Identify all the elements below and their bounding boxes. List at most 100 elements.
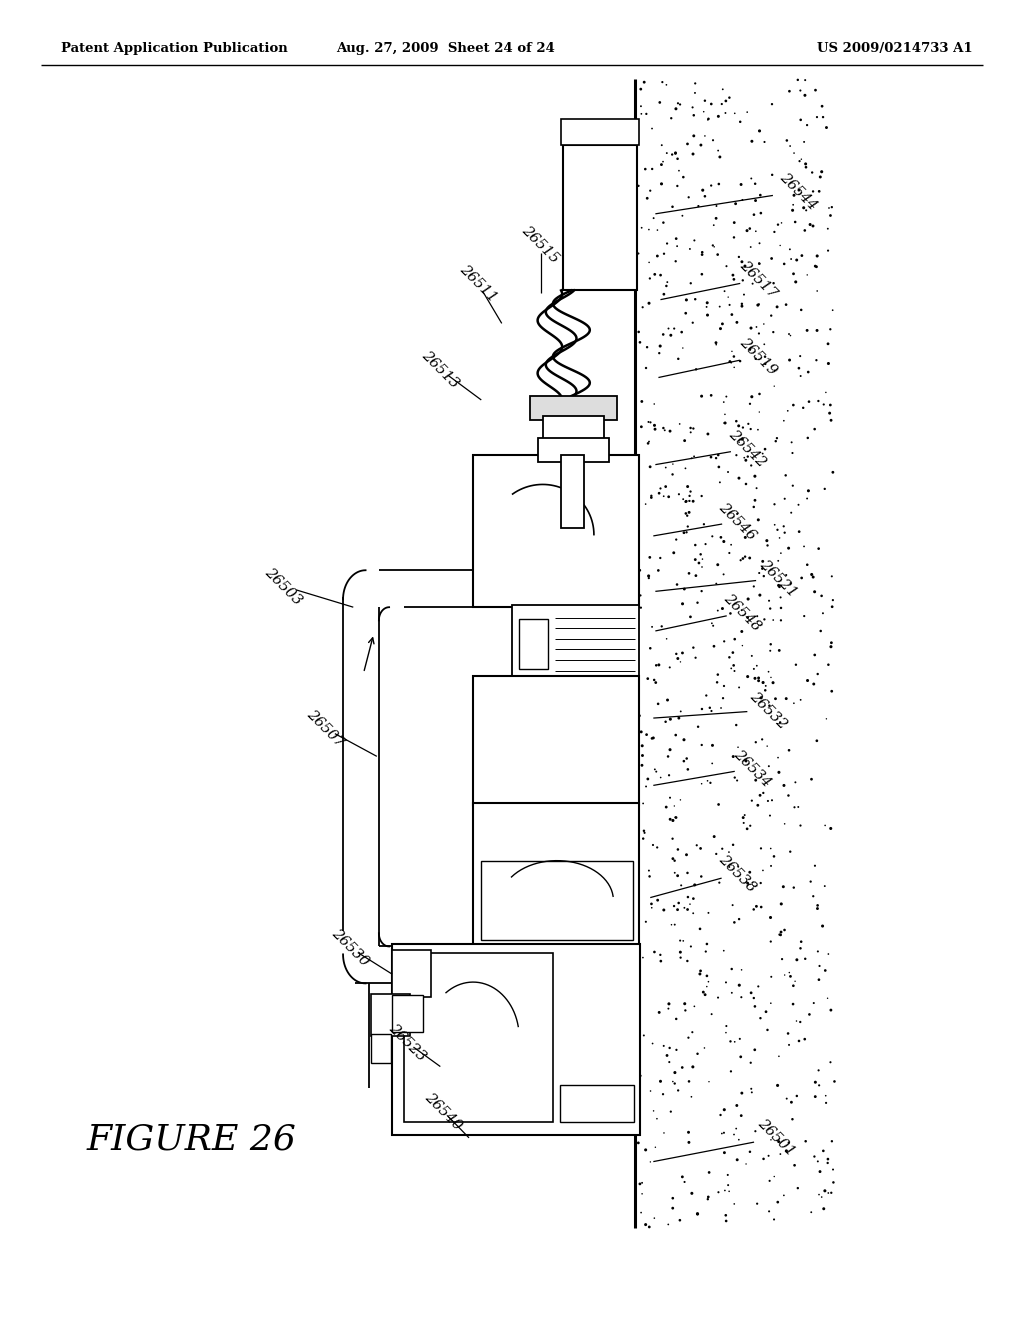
- Point: [674, 205, 690, 226]
- Point: [670, 1080, 686, 1101]
- Point: [734, 269, 751, 290]
- Point: [655, 213, 672, 234]
- Point: [784, 994, 801, 1015]
- Bar: [543, 416, 604, 442]
- Point: [818, 1093, 835, 1114]
- Point: [630, 1011, 646, 1032]
- Point: [797, 70, 813, 91]
- Point: [710, 140, 726, 161]
- Point: [753, 1007, 769, 1028]
- Point: [689, 1043, 706, 1064]
- Point: [679, 506, 695, 527]
- Point: [703, 94, 720, 115]
- Point: [646, 669, 663, 690]
- Text: FIGURE 26: FIGURE 26: [87, 1122, 297, 1156]
- Point: [762, 1171, 778, 1192]
- Point: [640, 412, 656, 433]
- Point: [695, 982, 712, 1003]
- Point: [710, 664, 726, 685]
- Point: [671, 892, 687, 913]
- Point: [813, 585, 829, 606]
- Text: 26538: 26538: [716, 853, 759, 895]
- Point: [681, 490, 697, 511]
- Point: [708, 447, 724, 469]
- Point: [634, 744, 650, 766]
- Bar: [473, 455, 639, 607]
- Point: [649, 246, 666, 267]
- Point: [726, 1123, 742, 1144]
- Point: [675, 593, 691, 614]
- Point: [745, 205, 762, 226]
- Point: [677, 993, 693, 1014]
- Point: [766, 846, 782, 867]
- Point: [812, 1162, 828, 1183]
- Point: [781, 350, 798, 371]
- Point: [700, 1187, 717, 1208]
- Point: [635, 793, 651, 814]
- Point: [734, 429, 751, 450]
- Point: [714, 313, 730, 334]
- Point: [698, 965, 715, 986]
- Point: [692, 961, 709, 982]
- Point: [670, 348, 686, 370]
- Point: [771, 924, 787, 945]
- Point: [742, 236, 759, 257]
- Point: [793, 814, 809, 836]
- Point: [727, 193, 743, 214]
- Point: [788, 1010, 805, 1031]
- Point: [781, 239, 798, 260]
- Point: [676, 898, 692, 919]
- Point: [770, 576, 786, 597]
- Point: [684, 96, 700, 117]
- Point: [705, 235, 721, 256]
- Point: [654, 1084, 671, 1105]
- Point: [799, 264, 815, 285]
- Point: [807, 855, 823, 876]
- Point: [807, 1086, 823, 1107]
- Point: [713, 318, 729, 339]
- Point: [693, 774, 710, 795]
- Point: [781, 739, 798, 760]
- Point: [781, 962, 798, 983]
- Point: [742, 318, 759, 339]
- Point: [683, 422, 699, 444]
- Point: [804, 162, 820, 183]
- Point: [809, 107, 825, 128]
- Point: [638, 725, 654, 746]
- Point: [729, 312, 745, 333]
- Point: [678, 491, 694, 512]
- Point: [820, 944, 837, 965]
- Point: [696, 125, 713, 147]
- Point: [667, 796, 683, 817]
- Point: [670, 92, 686, 114]
- Point: [750, 795, 766, 816]
- Point: [708, 207, 724, 228]
- Point: [806, 673, 822, 694]
- Point: [808, 350, 824, 371]
- Point: [711, 457, 727, 478]
- Point: [823, 632, 840, 653]
- Point: [728, 445, 744, 466]
- Point: [666, 318, 682, 339]
- Point: [762, 598, 778, 619]
- Point: [782, 573, 799, 594]
- Point: [735, 807, 752, 828]
- Point: [706, 236, 722, 257]
- Point: [710, 445, 726, 466]
- Point: [633, 597, 649, 618]
- Point: [711, 1181, 727, 1203]
- Point: [727, 103, 743, 124]
- Point: [700, 1071, 717, 1092]
- Point: [805, 215, 821, 236]
- Point: [820, 333, 837, 354]
- Point: [812, 620, 828, 642]
- Point: [693, 698, 710, 719]
- Point: [686, 230, 702, 251]
- Point: [654, 150, 671, 172]
- Point: [822, 818, 839, 840]
- Point: [701, 697, 718, 718]
- Point: [803, 871, 819, 892]
- Point: [687, 535, 703, 556]
- Point: [668, 143, 684, 164]
- Point: [817, 1180, 834, 1201]
